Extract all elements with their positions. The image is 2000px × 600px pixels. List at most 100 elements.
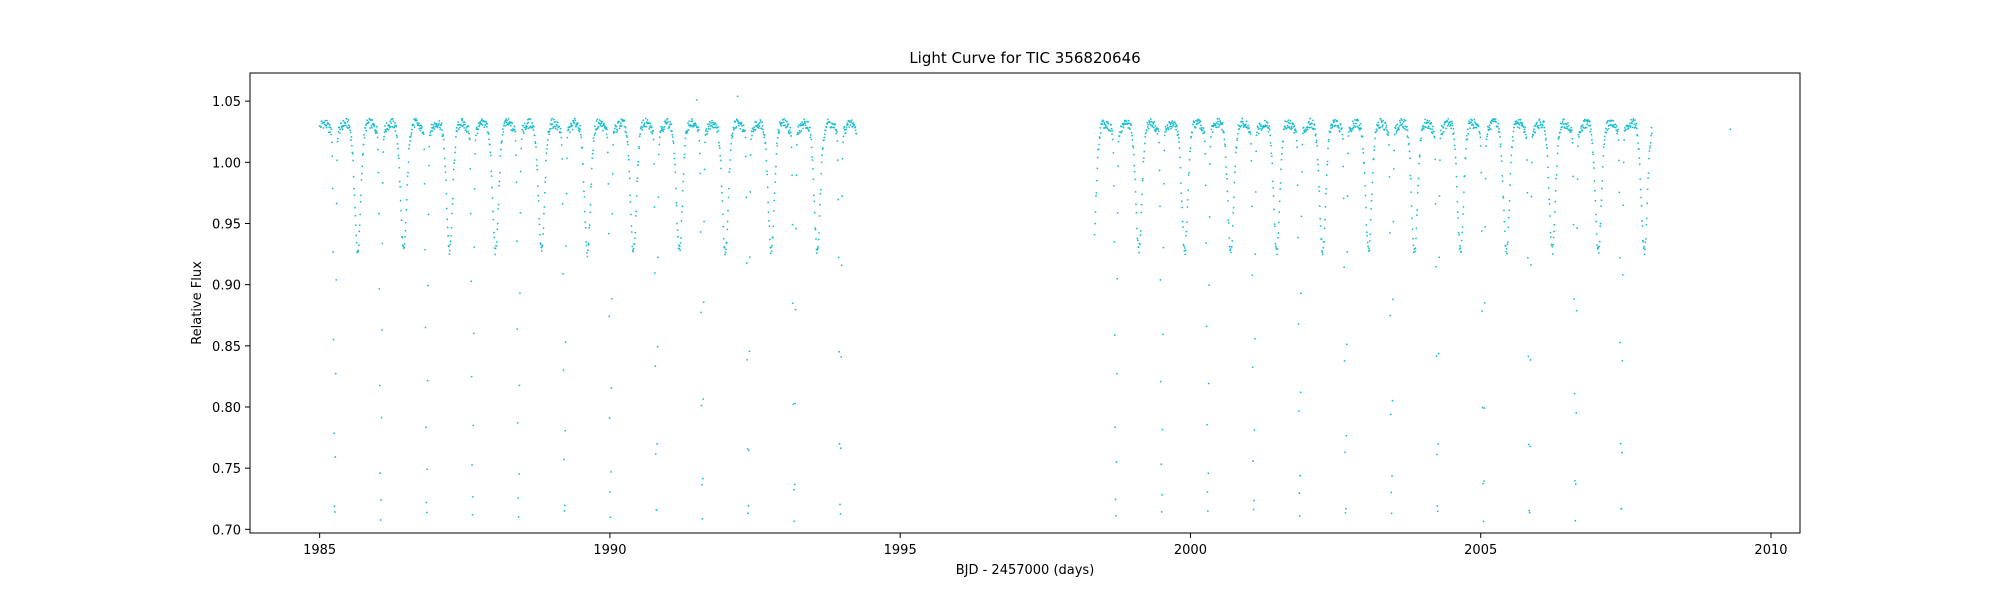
data-point [1301, 143, 1304, 146]
data-point [1634, 124, 1637, 127]
data-point [677, 235, 679, 238]
data-point [1458, 234, 1460, 236]
data-point [588, 226, 591, 229]
data-point [439, 128, 442, 131]
data-point [1255, 150, 1258, 153]
data-point [1151, 125, 1154, 128]
data-point [1619, 442, 1622, 445]
data-point [1537, 127, 1540, 130]
data-point [1227, 222, 1230, 224]
data-point [1391, 475, 1393, 477]
data-point [1338, 130, 1341, 133]
data-point [1544, 139, 1547, 141]
data-point [656, 442, 658, 445]
data-point [1467, 133, 1470, 135]
data-point [1452, 128, 1455, 130]
data-point [1572, 175, 1575, 178]
data-point [1223, 131, 1225, 134]
data-point [1404, 119, 1407, 122]
data-point [1544, 133, 1547, 136]
data-point [1284, 120, 1287, 123]
data-point [1149, 118, 1152, 120]
data-point [1594, 213, 1597, 216]
data-point [698, 152, 701, 155]
data-point [763, 134, 766, 137]
data-point [1162, 333, 1164, 336]
data-point [533, 134, 536, 137]
data-point [1344, 512, 1347, 514]
data-point [322, 127, 325, 129]
data-point [395, 125, 398, 128]
data-point [1153, 120, 1156, 123]
data-point [605, 127, 608, 130]
data-point [376, 136, 379, 139]
data-point [631, 245, 634, 248]
data-point [739, 123, 742, 126]
data-point [1643, 253, 1646, 256]
data-point [1361, 136, 1364, 138]
data-point [1169, 127, 1172, 130]
data-point [1270, 152, 1273, 155]
data-point [353, 194, 356, 197]
data-point [1545, 137, 1548, 140]
data-point [669, 120, 672, 123]
data-point [343, 124, 345, 127]
data-point [633, 237, 636, 240]
data-point [383, 135, 385, 138]
data-point [1174, 122, 1177, 125]
data-point [1614, 126, 1617, 129]
data-point [1642, 247, 1645, 250]
data-point [496, 228, 499, 231]
data-point [486, 122, 489, 125]
data-point [467, 130, 470, 133]
data-point [500, 141, 503, 144]
data-point [546, 144, 549, 146]
data-point [802, 127, 804, 130]
data-point [590, 183, 593, 186]
data-point [517, 497, 520, 499]
data-point [1230, 246, 1233, 248]
data-point [1602, 146, 1605, 149]
data-point [1408, 157, 1411, 160]
data-point [1471, 119, 1474, 122]
data-point [410, 133, 412, 136]
data-point [1414, 247, 1417, 250]
data-point [1164, 125, 1167, 128]
data-point [1507, 216, 1510, 219]
data-point [1199, 127, 1201, 130]
data-point [809, 136, 812, 139]
data-point [639, 133, 642, 135]
data-point [1137, 246, 1140, 249]
data-point [587, 243, 590, 246]
data-point [543, 191, 546, 194]
data-point [1579, 130, 1582, 133]
data-point [634, 231, 637, 234]
data-point [821, 154, 824, 157]
data-point [789, 131, 792, 133]
data-point [516, 328, 519, 330]
data-point [431, 130, 434, 132]
data-point [1565, 123, 1568, 126]
data-point [1324, 218, 1326, 221]
data-point [470, 280, 473, 283]
data-point [542, 227, 545, 230]
data-point [1385, 126, 1387, 129]
data-point [1643, 245, 1646, 248]
data-point [711, 125, 714, 128]
data-point [772, 236, 774, 239]
data-point [1210, 128, 1213, 131]
data-point [1110, 127, 1113, 130]
data-point [1519, 118, 1522, 121]
data-point [354, 206, 356, 209]
data-point [839, 447, 842, 450]
data-point [1190, 135, 1193, 138]
data-point [1233, 196, 1235, 199]
data-point [1433, 136, 1436, 139]
data-point [330, 141, 333, 144]
data-point [1351, 120, 1354, 123]
data-point [1390, 491, 1393, 494]
data-point [1513, 126, 1515, 129]
data-point [1499, 145, 1502, 148]
data-point [731, 135, 734, 138]
data-point [1293, 131, 1295, 134]
